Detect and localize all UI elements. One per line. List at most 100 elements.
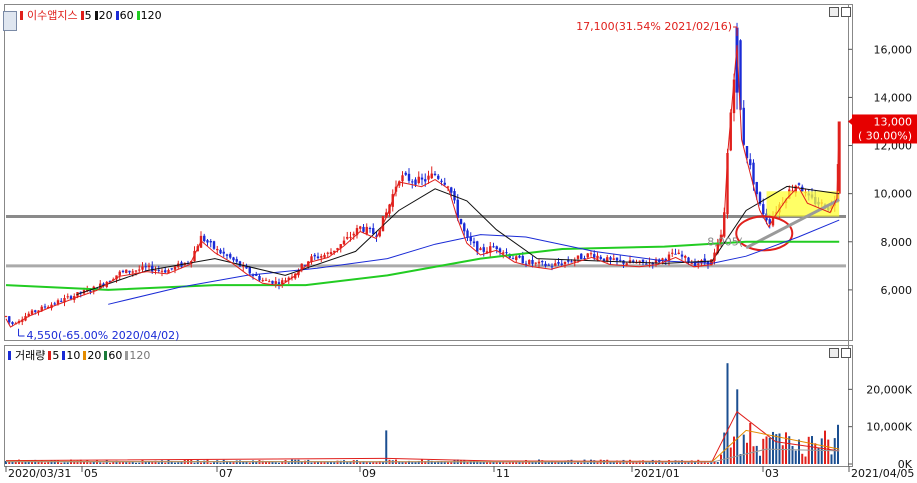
- volume-bar: [265, 461, 267, 464]
- chart-settings-icon[interactable]: [3, 11, 17, 31]
- candle-body: [138, 269, 141, 271]
- candle-body: [21, 319, 24, 322]
- candle-body: [219, 249, 222, 254]
- candle-body: [173, 266, 177, 270]
- volume-bar: [271, 461, 274, 464]
- volume-y-tick-label: 0K: [898, 458, 913, 471]
- candle-body: [726, 153, 729, 215]
- volume-bar: [128, 462, 131, 464]
- volume-bar: [385, 430, 388, 464]
- candle-body: [459, 219, 463, 224]
- volume-bar: [21, 461, 24, 464]
- volume-bar: [560, 462, 563, 464]
- candle-body: [573, 259, 576, 262]
- candle-body: [164, 270, 167, 273]
- volume-bar: [125, 462, 128, 464]
- candle-body: [154, 269, 157, 271]
- volume-bar: [577, 462, 579, 464]
- candle-body: [290, 276, 294, 278]
- volume-bar: [157, 462, 160, 464]
- price-panel-close-button[interactable]: [841, 7, 851, 17]
- candle-body: [69, 296, 73, 300]
- x-tick-label: 2020/03/31: [8, 467, 71, 479]
- ma5-line: [5, 45, 840, 328]
- candle-body: [599, 256, 602, 259]
- volume-legend: 거래량 5 10 20 60 120: [8, 347, 150, 363]
- trend-line: [745, 198, 840, 250]
- candle-body: [401, 175, 404, 182]
- candle-body: [362, 226, 365, 232]
- volume-bar: [154, 460, 157, 464]
- candle-body: [580, 253, 583, 260]
- vol-legend-120: 120: [125, 349, 150, 362]
- volume-bar: [473, 461, 475, 464]
- volume-bar: [755, 445, 758, 464]
- candle-body: [11, 322, 14, 324]
- volume-bar: [63, 462, 66, 464]
- volume-bar: [804, 456, 807, 464]
- volume-bar: [131, 461, 134, 464]
- volume-bar: [440, 461, 443, 464]
- candle-body: [797, 183, 801, 185]
- volume-bar: [612, 461, 615, 464]
- volume-bar: [414, 461, 417, 464]
- candle-body: [537, 261, 541, 264]
- volume-bar: [739, 454, 742, 464]
- candle-body: [216, 248, 219, 251]
- candle-body: [739, 40, 742, 110]
- volume-bar: [573, 462, 576, 464]
- volume-bar: [310, 462, 313, 464]
- candle-body: [479, 248, 482, 250]
- candle-body: [771, 216, 775, 226]
- volume-panel-close-button[interactable]: [841, 348, 851, 358]
- candle-body: [268, 281, 271, 283]
- price-panel-frame: [4, 4, 853, 341]
- candle-body: [450, 187, 453, 193]
- candle-body: [206, 240, 209, 243]
- vol-legend-60: 60: [104, 349, 122, 362]
- volume-bar: [326, 461, 329, 464]
- candle-body: [329, 252, 333, 255]
- candle-body: [372, 228, 375, 235]
- candle-body: [437, 175, 440, 179]
- volume-bar: [382, 462, 384, 464]
- candle-body: [697, 263, 700, 265]
- volume-bar: [281, 461, 284, 464]
- price-legend-title: 이수앱지스: [27, 9, 78, 22]
- price-legend: 이수앱지스 5 20 60 120: [20, 7, 162, 23]
- candle-body: [745, 146, 749, 158]
- candle-body: [632, 260, 635, 263]
- volume-bar: [544, 462, 547, 464]
- candle-body: [128, 270, 131, 273]
- candle-body: [664, 258, 667, 261]
- candle-body: [446, 186, 450, 188]
- candle-body: [115, 275, 118, 280]
- volume-bar: [534, 461, 537, 464]
- candle-body: [606, 257, 609, 262]
- candle-body: [261, 280, 264, 282]
- candle-body: [333, 250, 336, 253]
- candle-body: [264, 279, 268, 281]
- volume-bar: [60, 462, 63, 464]
- price-panel-maximize-button[interactable]: [829, 7, 839, 17]
- candle-body: [791, 190, 794, 192]
- volume-bar: [401, 461, 404, 464]
- candle-body: [157, 269, 160, 271]
- ma60-line: [108, 219, 840, 305]
- volume-panel-maximize-button[interactable]: [829, 348, 839, 358]
- candle-body: [677, 252, 680, 254]
- candle-body: [690, 263, 693, 265]
- candle-body: [560, 263, 563, 265]
- candle-body: [232, 257, 235, 261]
- volume-bar: [794, 450, 797, 464]
- volume-y-tick-label: 20,000K: [866, 383, 912, 396]
- volume-bar: [330, 461, 332, 464]
- candle-body: [674, 253, 677, 255]
- vol-legend-10: 10: [62, 349, 80, 362]
- candle-body: [102, 283, 105, 286]
- candle-body: [274, 281, 277, 284]
- volume-bar: [664, 462, 667, 464]
- candle-body: [86, 289, 89, 292]
- price-plot: 17,100(31.54% 2021/02/16) 4,550(-65.00% 2…: [4, 20, 846, 342]
- legend-ma60: 60: [115, 9, 134, 22]
